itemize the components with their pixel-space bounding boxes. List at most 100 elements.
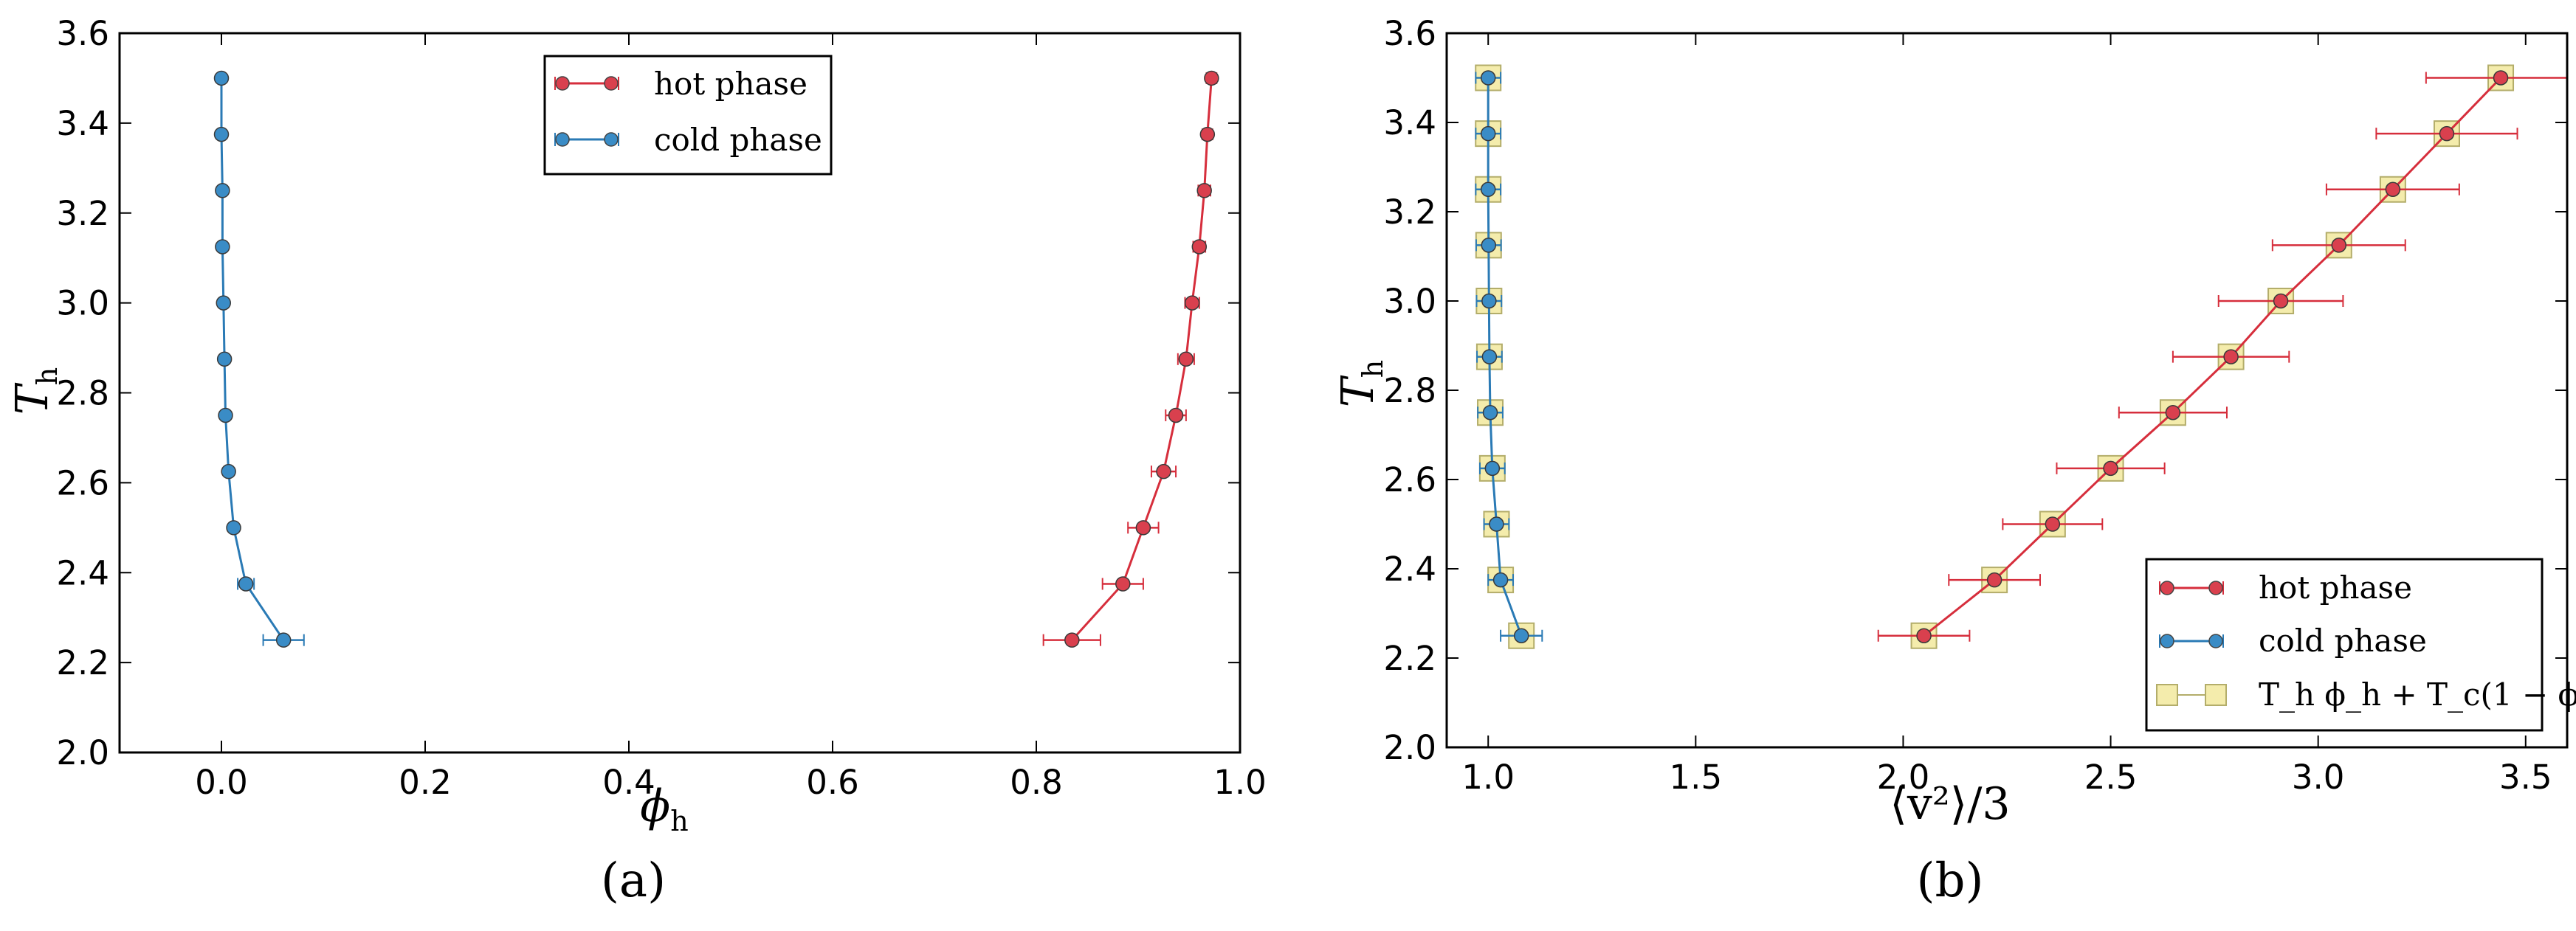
chart-b-ytick-label: 2.6 xyxy=(1383,460,1436,499)
chart-b-cold-point xyxy=(1484,460,1501,477)
chart-b-ytick-label: 2.4 xyxy=(1383,550,1436,589)
chart-a-ytick-label: 3.4 xyxy=(56,104,109,143)
chart-a-frame xyxy=(118,32,1241,754)
chart-a-legend-cold-key xyxy=(554,132,619,147)
chart-a-legend-hot-label: hot phase xyxy=(654,66,807,102)
svg-text:Th: Th xyxy=(1332,360,1389,408)
panel-b-label: (b) xyxy=(1917,854,1984,908)
chart-b-ytick-label: 2.0 xyxy=(1383,728,1436,767)
chart-b-ticks: 1.0 1.5 2.0 2.5 3.0 3.5 2.0 2.2 2.4 2.6 2.8 3.0 3.2 3… xyxy=(1383,14,2567,797)
chart-a-legend: hot phase cold phase xyxy=(543,55,833,176)
chart-b-hot-point xyxy=(2385,181,2401,197)
chart-a-cold-point xyxy=(216,295,232,311)
chart-b-xtick-label: 3.5 xyxy=(2499,758,2552,797)
chart-a-cold-point xyxy=(215,183,230,198)
chart-a-ytick-label: 2.8 xyxy=(56,374,109,413)
chart-b-xtick-label: 1.0 xyxy=(1461,758,1515,797)
chart-b-hot-point xyxy=(2493,70,2509,86)
chart-a-legend-cold-label: cold phase xyxy=(654,122,822,158)
chart-b-legend-square-label: T_h ϕ_h + T_c(1 − ϕ_h) xyxy=(2259,676,2576,713)
chart-b-hot-point xyxy=(2273,293,2289,309)
chart-a-xlabel-symbol: ϕ xyxy=(640,781,670,832)
chart-a-hot-point xyxy=(1204,70,1219,86)
chart-b-hot-point xyxy=(2439,125,2455,142)
chart-a-cold-point xyxy=(221,463,236,480)
chart-a-hot-point xyxy=(1191,239,1208,255)
chart-a-legend-box xyxy=(543,55,833,176)
chart-b-legend-cold-label: cold phase xyxy=(2259,623,2427,659)
svg-text:Th: Th xyxy=(7,367,63,415)
chart-a-ylabel: Th xyxy=(7,367,63,415)
chart-b-cold-point xyxy=(1492,572,1509,588)
chart-a-xlabel: ϕh xyxy=(640,781,688,837)
chart-b-ylabel-sub: h xyxy=(1357,360,1389,378)
panel-a-label: (a) xyxy=(601,854,666,908)
chart-a-plot-group xyxy=(213,70,1219,648)
chart-a-hot-point xyxy=(1156,463,1171,480)
chart-a-marks xyxy=(213,70,1219,648)
chart-b-ytick-label: 3.0 xyxy=(1383,282,1436,321)
chart-a-cold-point xyxy=(275,632,292,648)
chart-b-frame xyxy=(1445,32,2569,749)
chart-a: 0.0 0.2 0.4 0.6 0.8 1.0 2.0 2.2 2.4 2.6 2.8 3.0 3.2 3… xyxy=(7,14,1267,908)
chart-a-ytick-label: 2.2 xyxy=(56,643,109,682)
chart-a-ytick-label: 3.2 xyxy=(56,194,109,233)
chart-b-hot-point xyxy=(1916,628,1932,643)
chart-a-ylabel-sub: h xyxy=(31,367,63,385)
chart-a-hot-point xyxy=(1184,295,1200,311)
chart-a-xtick-label: 0.6 xyxy=(806,763,859,802)
chart-a-ytick-label: 2.0 xyxy=(56,733,109,772)
chart-a-legend-hot-key xyxy=(554,76,619,91)
chart-b-legend-square-key xyxy=(2156,684,2227,706)
chart-a-cold-point xyxy=(213,126,230,142)
chart-b-xtick-label: 2.0 xyxy=(1877,758,1930,797)
chart-a-cold-point xyxy=(216,351,233,367)
chart-b-hot-point xyxy=(2103,460,2118,477)
chart-a-hot-point xyxy=(1064,632,1080,648)
chart-a-xlabel-sub: h xyxy=(670,805,688,837)
chart-b-ytick-label: 2.8 xyxy=(1383,371,1436,410)
chart-b-xtick-label: 1.5 xyxy=(1670,758,1723,797)
chart-b-hot-point xyxy=(2045,516,2061,532)
chart-a-xtick-label: 1.0 xyxy=(1213,763,1267,802)
chart-b-marks xyxy=(1475,64,2567,649)
chart-b-hot-point xyxy=(2331,238,2347,253)
chart-a-xtick-label: 0.2 xyxy=(399,763,452,802)
chart-b-cold-point xyxy=(1480,181,1496,197)
chart-b-cold-point xyxy=(1481,349,1498,364)
chart-a-cold-point xyxy=(213,70,230,86)
chart-a-hot-point xyxy=(1115,576,1131,592)
chart-a-hot-point xyxy=(1196,183,1212,198)
chart-b-legend: hot phase cold phase T_h ϕ_h + T_c(1 − ϕ… xyxy=(2145,558,2576,732)
chart-b-xtick-label: 2.5 xyxy=(2084,758,2138,797)
chart-b-cold-point xyxy=(1489,516,1504,532)
chart-a-ytick-label: 2.4 xyxy=(56,553,109,592)
chart-b: 1.0 1.5 2.0 2.5 3.0 3.5 2.0 2.2 2.4 2.6 2.8 3.0 3.2 3… xyxy=(1332,14,2576,908)
chart-a-ytick-label: 2.6 xyxy=(56,463,109,502)
chart-a-ytick-label: 3.6 xyxy=(56,14,109,53)
chart-b-hot-point xyxy=(2165,405,2181,420)
chart-b-ytick-label: 3.2 xyxy=(1383,193,1436,232)
chart-a-ytick-label: 3.0 xyxy=(56,284,109,323)
chart-b-legend-hot-key xyxy=(2159,581,2224,595)
chart-b-ylabel-symbol: T xyxy=(1332,375,1384,407)
chart-b-cold-point xyxy=(1481,238,1497,253)
chart-a-xtick-label: 0.0 xyxy=(195,763,248,802)
chart-b-ytick-label: 3.4 xyxy=(1383,103,1436,142)
chart-b-ytick-label: 3.6 xyxy=(1383,14,1436,53)
chart-b-hot-point xyxy=(2223,349,2239,364)
chart-a-cold-point xyxy=(238,576,254,592)
svg-text:ϕh: ϕh xyxy=(640,781,688,837)
chart-a-hot-point xyxy=(1199,126,1216,142)
chart-a-xtick-label: 0.4 xyxy=(602,763,655,802)
chart-a-hot-point xyxy=(1168,407,1184,423)
chart-b-legend-hot-label: hot phase xyxy=(2259,570,2412,606)
chart-b-cold-point xyxy=(1481,293,1497,309)
chart-a-hot-point xyxy=(1178,351,1194,367)
chart-b-hot-point xyxy=(1986,572,2002,588)
chart-b-ytick-label: 2.2 xyxy=(1383,639,1436,678)
chart-b-cold-point xyxy=(1513,628,1529,643)
chart-b-cold-point xyxy=(1482,405,1498,420)
